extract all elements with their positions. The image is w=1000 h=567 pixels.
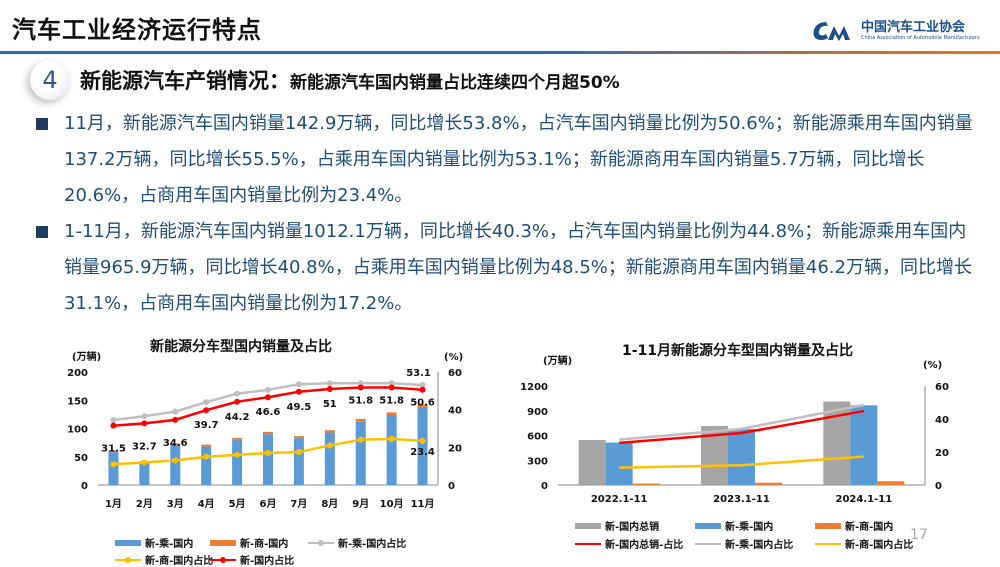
svg-text:39.7: 39.7 bbox=[194, 420, 219, 431]
svg-text:50.6: 50.6 bbox=[410, 398, 435, 409]
svg-text:2月: 2月 bbox=[136, 498, 153, 510]
caam-logo-icon bbox=[813, 22, 850, 41]
logo-en-text: China Association of Automobile Manufact… bbox=[861, 35, 980, 41]
svg-text:51: 51 bbox=[323, 399, 337, 410]
legend-item: 新-商-国内占比 bbox=[115, 552, 213, 567]
svg-text:2023.1-11: 2023.1-11 bbox=[713, 494, 770, 505]
legend-item: 新-商-国内 bbox=[210, 535, 288, 550]
bullet-square-icon bbox=[36, 118, 48, 130]
bullet-text: 1-11月，新能源汽车国内销量1012.1万辆，同比增长40.3%，占汽车国内销… bbox=[64, 221, 972, 314]
svg-text:40: 40 bbox=[935, 415, 949, 426]
svg-text:11月: 11月 bbox=[411, 498, 435, 510]
svg-text:100: 100 bbox=[67, 425, 88, 436]
svg-text:5月: 5月 bbox=[229, 498, 246, 510]
caam-logo: 中国汽车工业协会 China Association of Automobile… bbox=[812, 20, 980, 42]
page-title: 汽车工业经济运行特点 bbox=[12, 16, 262, 44]
svg-text:40: 40 bbox=[448, 406, 462, 417]
bullet-item: 1-11月，新能源汽车国内销量1012.1万辆，同比增长40.3%，占汽车国内销… bbox=[36, 214, 976, 322]
svg-text:20: 20 bbox=[448, 443, 462, 454]
svg-text:2022.1-11: 2022.1-11 bbox=[591, 494, 648, 505]
svg-text:600: 600 bbox=[527, 432, 548, 443]
svg-text:20: 20 bbox=[935, 448, 949, 459]
svg-text:51.8: 51.8 bbox=[379, 395, 404, 406]
svg-text:31.5: 31.5 bbox=[101, 444, 126, 455]
svg-text:7月: 7月 bbox=[290, 498, 307, 510]
bullet-square-icon bbox=[36, 226, 48, 238]
bullet-item: 11月，新能源汽车国内销量142.9万辆，同比增长53.8%，占汽车国内销量比例… bbox=[36, 106, 976, 214]
svg-text:(万辆): (万辆) bbox=[72, 350, 101, 363]
header-divider bbox=[0, 51, 1000, 54]
logo-cn-text: 中国汽车工业协会 bbox=[861, 20, 966, 35]
chart-plot: (万辆) (%) 0 300 600 900 1200 0 20 40 60 2022.1-11 202… bbox=[520, 354, 949, 505]
page-number: 17 bbox=[910, 527, 928, 543]
legend-item: 新-国内总销 bbox=[575, 518, 659, 533]
svg-text:(万辆): (万辆) bbox=[543, 354, 572, 367]
svg-text:10月: 10月 bbox=[380, 498, 404, 510]
svg-text:0: 0 bbox=[541, 481, 548, 492]
section-subtitle: 新能源汽车国内销量占比连续四个月超50% bbox=[290, 72, 620, 93]
svg-text:1200: 1200 bbox=[520, 382, 548, 393]
svg-text:60: 60 bbox=[448, 368, 462, 379]
svg-text:8月: 8月 bbox=[321, 498, 338, 510]
svg-text:3月: 3月 bbox=[167, 498, 184, 510]
ytd-sales-chart: 1-11月新能源分车型国内销量及占比 (万辆) (%) 0 300 600 900 1200… bbox=[510, 330, 1000, 560]
legend-item: 新-商-国内 bbox=[815, 518, 893, 533]
svg-text:53.1: 53.1 bbox=[406, 368, 431, 379]
svg-text:44.2: 44.2 bbox=[225, 412, 250, 423]
bullet-text: 11月，新能源汽车国内销量142.9万辆，同比增长53.8%，占汽车国内销量比例… bbox=[64, 113, 973, 206]
section-heading: 4 新能源汽车产销情况： 新能源汽车国内销量占比连续四个月超50% bbox=[30, 60, 620, 100]
svg-text:46.6: 46.6 bbox=[256, 407, 281, 418]
svg-text:(%): (%) bbox=[444, 352, 463, 363]
chart-title: 新能源分车型国内销量及占比 bbox=[150, 339, 332, 355]
svg-text:49.5: 49.5 bbox=[287, 402, 312, 413]
svg-text:0: 0 bbox=[81, 481, 88, 492]
svg-text:900: 900 bbox=[527, 407, 548, 418]
section-title: 新能源汽车产销情况： bbox=[80, 69, 290, 93]
legend-item: 新-乘-国内 bbox=[695, 518, 773, 533]
legend-item: 新-乘-国内占比 bbox=[695, 536, 793, 551]
section-number-badge: 4 bbox=[30, 60, 70, 100]
svg-text:60: 60 bbox=[935, 382, 949, 393]
svg-text:150: 150 bbox=[67, 396, 88, 407]
svg-text:23.4: 23.4 bbox=[410, 447, 435, 458]
legend-item: 新-乘-国内占比 bbox=[308, 535, 406, 550]
legend-item: 新-乘-国内 bbox=[115, 535, 193, 550]
svg-text:300: 300 bbox=[527, 456, 548, 467]
svg-text:32.7: 32.7 bbox=[132, 441, 157, 452]
svg-text:0: 0 bbox=[448, 481, 455, 492]
chart-plot: (万辆) (%) 0 50 100 150 200 0 20 40 60 1月 2月 3月 4月 5月 6月 7月… bbox=[67, 350, 463, 510]
legend-item: 新-国内总销-占比 bbox=[575, 536, 683, 551]
svg-text:50: 50 bbox=[74, 453, 88, 464]
svg-text:6月: 6月 bbox=[260, 498, 277, 510]
legend-item: 新-商-国内占比 bbox=[815, 536, 913, 551]
monthly-sales-chart: 新能源分车型国内销量及占比 (万辆) (%) 0 50 100 150 200 0 20 40 60… bbox=[50, 330, 470, 567]
chart-title: 1-11月新能源分车型国内销量及占比 bbox=[622, 343, 854, 359]
svg-text:200: 200 bbox=[67, 368, 88, 379]
legend-item: 新-国内占比 bbox=[210, 552, 294, 567]
svg-text:1月: 1月 bbox=[105, 498, 122, 510]
svg-text:51.8: 51.8 bbox=[348, 395, 373, 406]
svg-text:0: 0 bbox=[935, 481, 942, 492]
svg-text:34.6: 34.6 bbox=[163, 438, 188, 449]
svg-text:(%): (%) bbox=[923, 360, 942, 371]
svg-text:4月: 4月 bbox=[198, 498, 215, 510]
svg-text:9月: 9月 bbox=[352, 498, 369, 510]
bullet-list: 11月，新能源汽车国内销量142.9万辆，同比增长53.8%，占汽车国内销量比例… bbox=[36, 106, 976, 322]
svg-text:2024.1-11: 2024.1-11 bbox=[836, 494, 893, 505]
